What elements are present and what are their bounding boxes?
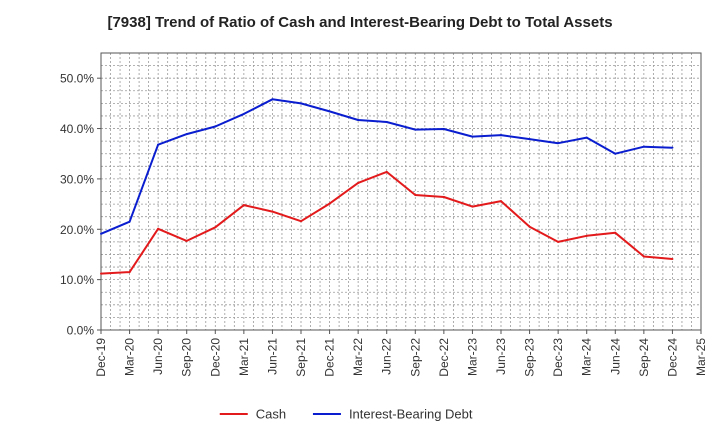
chart-title: [7938] Trend of Ratio of Cash and Intere… bbox=[107, 14, 613, 31]
data-point bbox=[471, 135, 474, 138]
data-point bbox=[528, 138, 531, 141]
x-tick-label: Dec-20 bbox=[208, 338, 222, 377]
data-point bbox=[585, 234, 588, 237]
y-tick-label: 30.0% bbox=[60, 172, 94, 186]
x-tick-label: Mar-21 bbox=[237, 338, 251, 376]
y-tick-label: 20.0% bbox=[60, 223, 94, 237]
data-point bbox=[100, 232, 102, 235]
series-layer bbox=[100, 98, 674, 275]
data-point bbox=[300, 220, 302, 223]
plot-frame bbox=[100, 52, 702, 331]
data-point bbox=[642, 255, 645, 258]
data-point bbox=[100, 272, 102, 275]
x-tick-label: Sep-20 bbox=[180, 338, 194, 377]
data-point bbox=[557, 240, 560, 243]
legend-label: Cash bbox=[256, 407, 286, 422]
x-tick-label: Mar-25 bbox=[694, 338, 708, 376]
data-point bbox=[328, 202, 331, 205]
data-point bbox=[157, 143, 160, 146]
data-point bbox=[128, 220, 131, 223]
x-tick-label: Dec-24 bbox=[665, 338, 679, 377]
data-point bbox=[357, 118, 360, 121]
y-tick-label: 0.0% bbox=[67, 324, 95, 338]
data-point bbox=[385, 120, 388, 123]
data-point bbox=[357, 181, 360, 184]
y-tick-label: 10.0% bbox=[60, 273, 94, 287]
data-point bbox=[642, 145, 645, 148]
data-point bbox=[214, 226, 217, 229]
x-tick-label: Mar-23 bbox=[465, 338, 479, 376]
data-point bbox=[500, 200, 502, 203]
data-point bbox=[242, 112, 245, 115]
data-point bbox=[442, 128, 445, 131]
x-tick-label: Dec-22 bbox=[437, 338, 451, 377]
legend-layer: Cash Interest-Bearing Debt bbox=[219, 407, 473, 422]
data-point bbox=[528, 225, 531, 228]
data-point bbox=[614, 231, 617, 234]
legend-label: Interest-Bearing Debt bbox=[349, 407, 473, 422]
x-tick-label: Mar-20 bbox=[123, 338, 137, 376]
x-tick-label: Jun-21 bbox=[265, 338, 279, 375]
x-tick-label: Mar-24 bbox=[580, 338, 594, 376]
grid-layer bbox=[100, 52, 702, 331]
data-point bbox=[614, 152, 617, 155]
data-point bbox=[557, 142, 560, 145]
x-tick-label: Jun-24 bbox=[608, 338, 622, 375]
x-tick-label: Dec-23 bbox=[551, 338, 565, 377]
x-tick-label: Dec-19 bbox=[94, 338, 108, 377]
data-point bbox=[271, 210, 274, 213]
x-tick-label: Sep-23 bbox=[523, 338, 537, 377]
x-tick-label: Dec-21 bbox=[323, 338, 337, 377]
data-point bbox=[185, 133, 188, 136]
x-tick-label: Jun-22 bbox=[380, 338, 394, 375]
data-point bbox=[585, 136, 588, 139]
data-point bbox=[157, 227, 160, 230]
data-point bbox=[671, 146, 674, 149]
x-tick-label: Sep-22 bbox=[408, 338, 422, 377]
data-point bbox=[128, 271, 131, 274]
data-point bbox=[414, 194, 417, 197]
y-tick-label: 40.0% bbox=[60, 122, 94, 136]
x-tick-label: Jun-23 bbox=[494, 338, 508, 375]
data-point bbox=[185, 239, 188, 242]
data-point bbox=[271, 98, 274, 101]
x-tick-label: Jun-20 bbox=[151, 338, 165, 375]
data-point bbox=[500, 134, 502, 137]
data-point bbox=[385, 170, 388, 173]
data-point bbox=[442, 196, 445, 199]
data-point bbox=[328, 110, 331, 113]
data-point bbox=[300, 102, 302, 105]
axis-layer: 0.0% 10.0% 20.0% 30.0% 40.0% 50.0% Dec-19 Mar-2… bbox=[60, 52, 708, 377]
x-tick-label: Mar-22 bbox=[351, 338, 365, 376]
data-point bbox=[471, 205, 474, 208]
data-point bbox=[671, 257, 674, 260]
data-point bbox=[214, 125, 217, 128]
data-point bbox=[414, 128, 417, 131]
y-tick-label: 50.0% bbox=[60, 72, 94, 86]
data-point bbox=[242, 204, 245, 207]
x-tick-label: Sep-21 bbox=[294, 338, 308, 377]
x-tick-label: Sep-24 bbox=[637, 338, 651, 377]
